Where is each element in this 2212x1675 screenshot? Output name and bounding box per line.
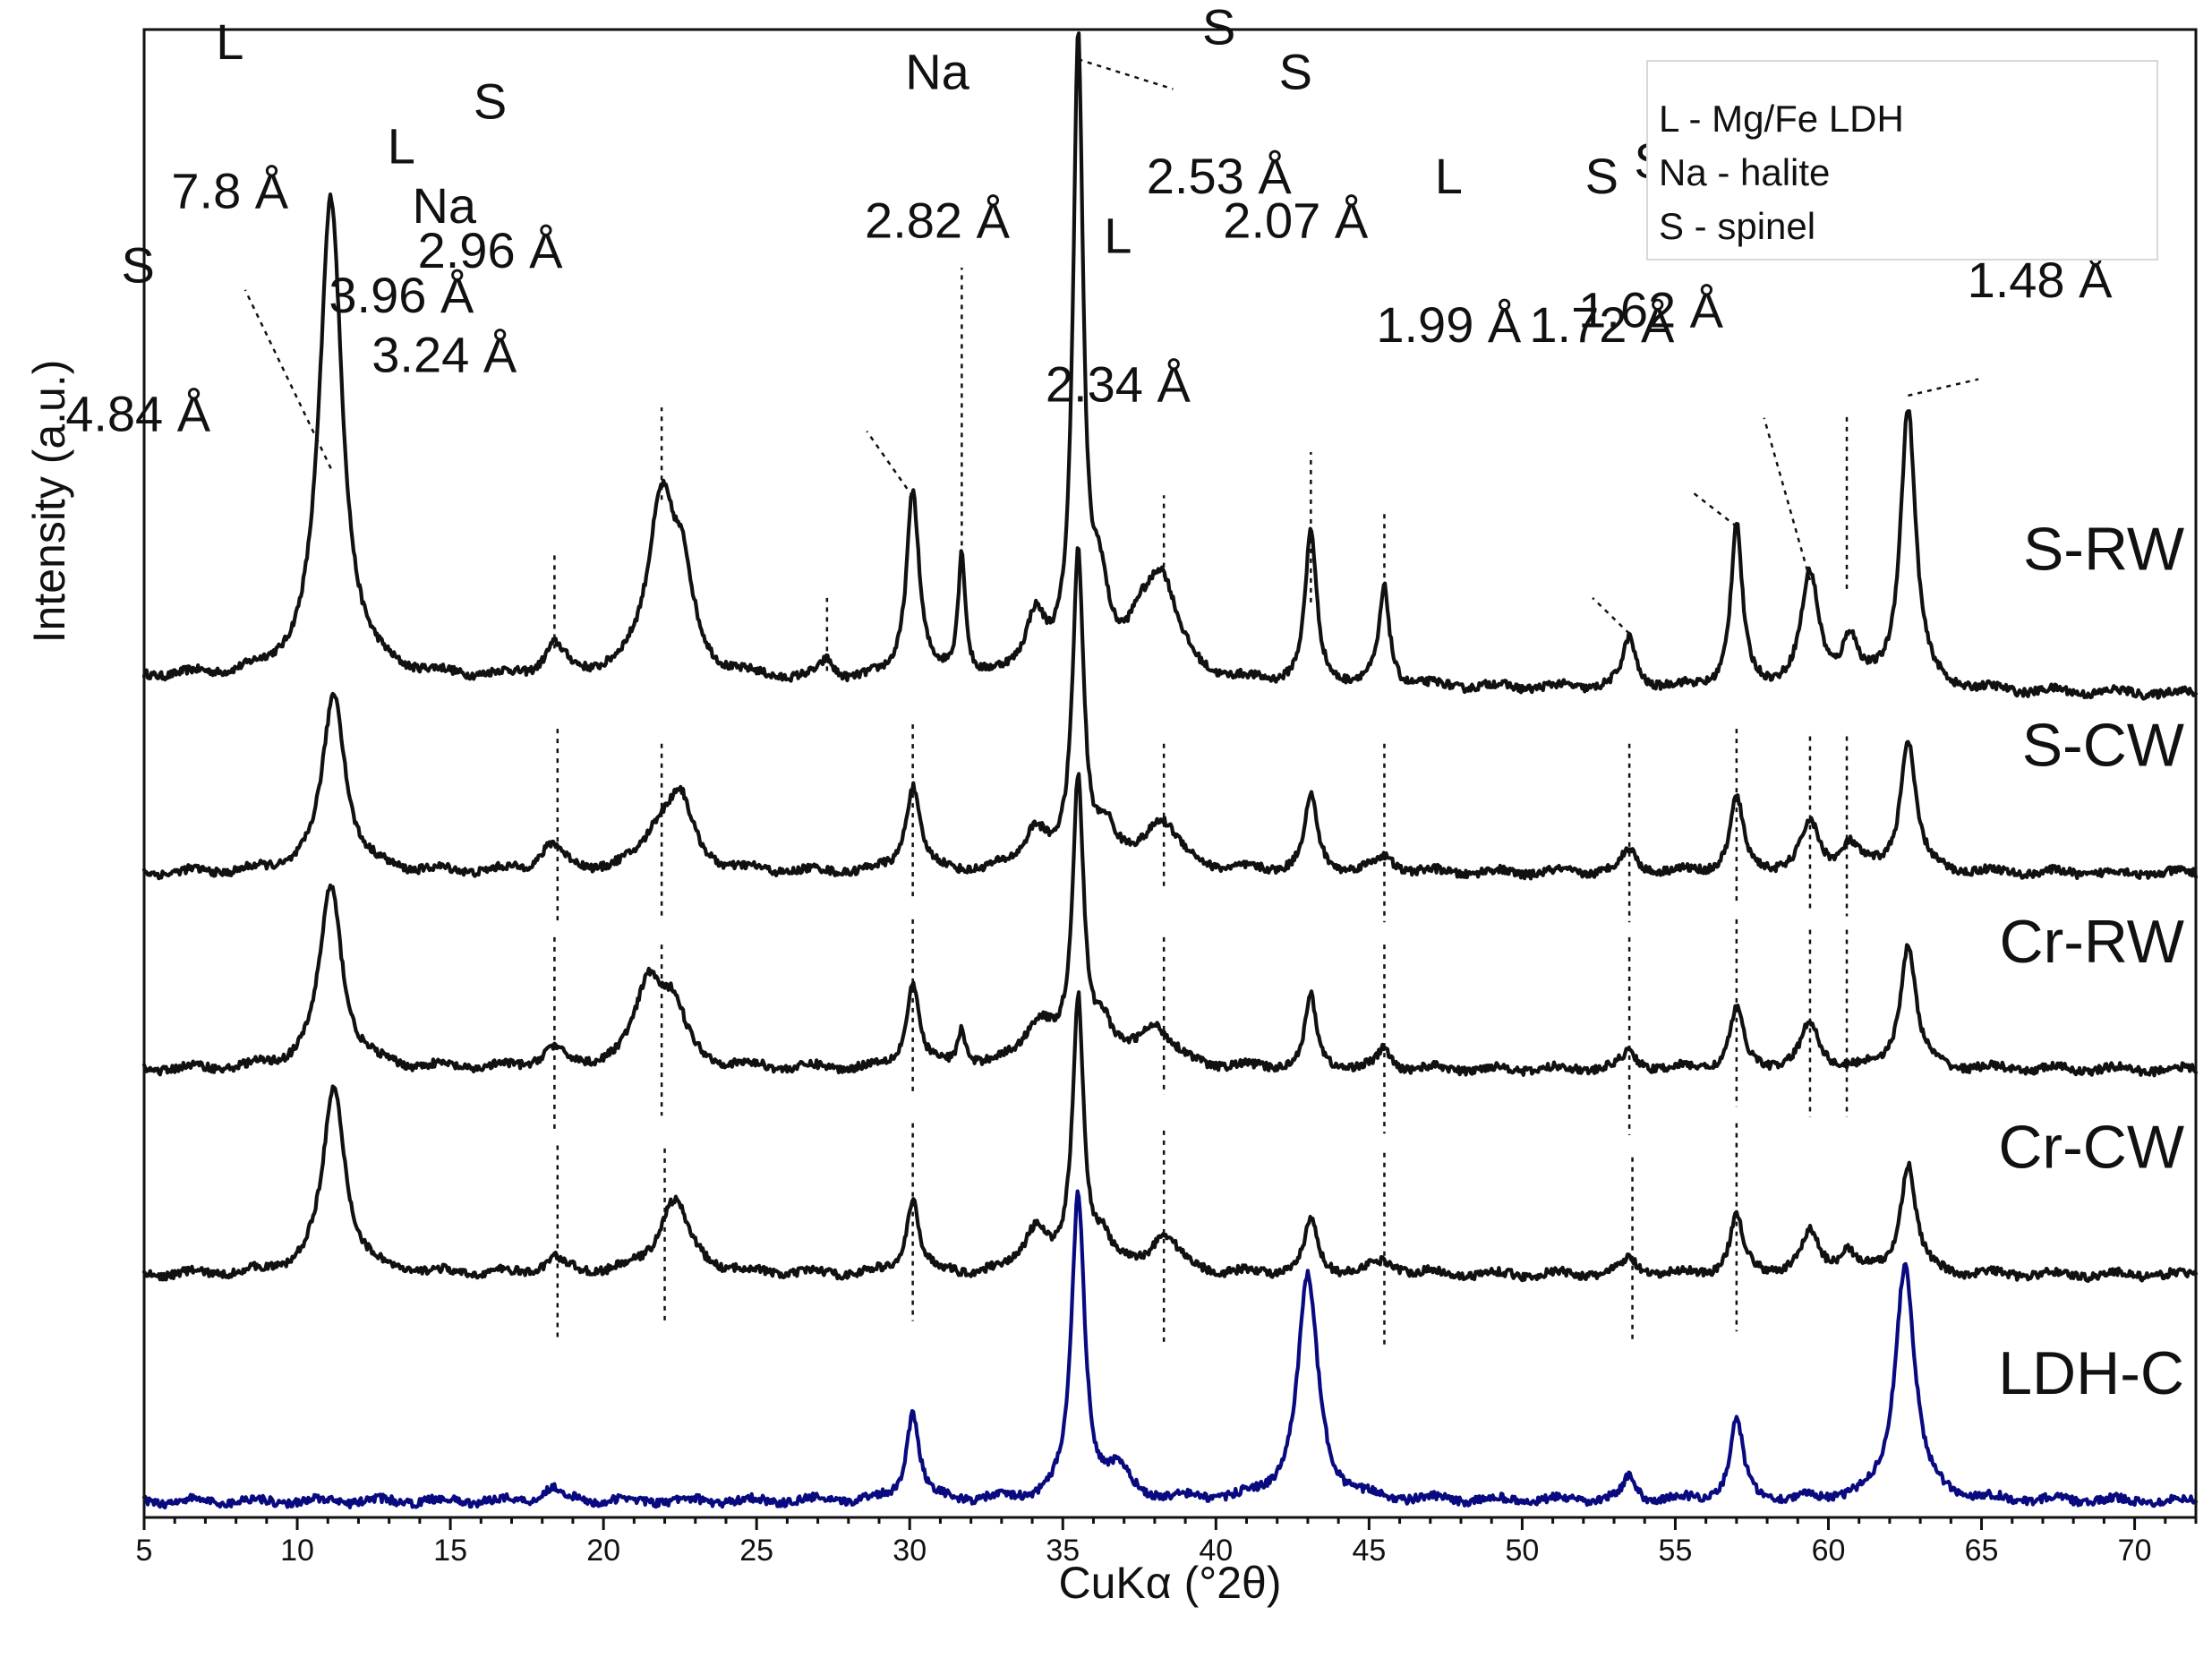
peak-phase-label: S — [1279, 43, 1312, 99]
x-tick-label: 60 — [1812, 1534, 1846, 1568]
peak-leader-line — [1592, 596, 1631, 635]
x-tick-label: 40 — [1199, 1534, 1233, 1568]
legend-entry-ldh: L - Mg/Fe LDH — [1659, 98, 1904, 140]
peak-annotation: Na 3.24 Å — [372, 177, 517, 382]
series-label-s-rw: S-RW — [2023, 515, 2184, 583]
peak-annotation: S 2.53 Å — [1147, 0, 1293, 204]
x-tick-label: 30 — [892, 1534, 927, 1568]
x-tick-label: 5 — [136, 1534, 153, 1568]
trace-s-rw — [141, 31, 2199, 701]
peak-d-spacing-label: 2.96 Å — [418, 222, 564, 278]
series-label-ldh-c: LDH-C — [1998, 1339, 2184, 1407]
peak-annotation: L 2.34 Å — [1046, 207, 1191, 412]
peak-d-spacing-label: 3.96 Å — [329, 267, 474, 323]
trace-s-cw — [141, 546, 2199, 881]
peak-leader-line — [1689, 490, 1738, 528]
trace-ldh-c — [141, 1189, 2199, 1510]
peak-d-spacing-label: 1.72 Å — [1529, 296, 1675, 353]
peak-phase-label: L — [1435, 148, 1463, 204]
peak-d-spacing-label: 3.24 Å — [372, 326, 517, 382]
diffraction-traces — [141, 31, 2199, 1510]
peak-d-spacing-label: 2.07 Å — [1223, 192, 1369, 249]
peak-leader-line — [1908, 378, 1979, 397]
peak-phase-label: L — [216, 13, 243, 70]
x-tick-label: 55 — [1659, 1534, 1693, 1568]
peak-annotation: S 2.07 Å — [1223, 43, 1369, 248]
peak-annotation: S 4.84 Å — [65, 237, 211, 442]
x-tick-label: 15 — [433, 1534, 467, 1568]
peak-annotation: L 3.96 Å — [329, 118, 474, 323]
x-tick-label: 70 — [2118, 1534, 2152, 1568]
peak-d-spacing-label: 4.84 Å — [65, 386, 211, 442]
peak-phase-label: S — [121, 237, 154, 294]
y-axis-title: Intensity (a.u.) — [24, 360, 74, 644]
x-tick-label: 35 — [1046, 1534, 1080, 1568]
x-tick-label: 25 — [739, 1534, 773, 1568]
trace-cr-cw — [141, 990, 2199, 1283]
series-label-cr-cw: Cr-CW — [1998, 1113, 2184, 1181]
x-tick-label: 20 — [586, 1534, 620, 1568]
x-axis-title: CuKα (°2θ) — [1059, 1558, 1282, 1608]
x-tick-label: 45 — [1352, 1534, 1386, 1568]
peak-leader-line — [866, 431, 914, 498]
series-label-cr-rw: Cr-RW — [2000, 908, 2184, 976]
x-tick-label: 65 — [1965, 1534, 1999, 1568]
peak-phase-label: S — [474, 73, 507, 130]
peak-d-spacing-label: 1.99 Å — [1376, 296, 1522, 353]
peak-leader-line — [1077, 58, 1174, 90]
x-tick-label: 50 — [1505, 1534, 1539, 1568]
peak-d-spacing-label: 7.8 Å — [171, 162, 288, 218]
dotted-peak-guides — [243, 58, 1979, 1346]
peak-phase-label: L — [1104, 207, 1132, 263]
legend: L - Mg/Fe LDH Na - halite S - spinel — [1646, 60, 2158, 261]
x-tick-label: 10 — [280, 1534, 314, 1568]
plot-frame — [142, 28, 2198, 1519]
peak-phase-label: L — [388, 118, 415, 175]
x-axis: 5 10 15 20 25 30 35 40 45 50 55 60 65 70 — [136, 1517, 2198, 1568]
peak-annotation: L 7.8 Å — [171, 13, 288, 218]
peak-phase-label: S — [1585, 148, 1618, 204]
series-labels: S-RW S-CW Cr-RW Cr-CW LDH-C — [1998, 515, 2184, 1407]
peak-d-spacing-label: 1.48 Å — [1968, 252, 2114, 308]
series-label-s-cw: S-CW — [2022, 712, 2184, 780]
trace-cr-rw — [141, 772, 2199, 1078]
legend-entry-spinel: S - spinel — [1659, 205, 1815, 247]
peak-d-spacing-label: 2.34 Å — [1046, 356, 1191, 413]
peak-d-spacing-label: 2.82 Å — [865, 192, 1011, 249]
peak-d-spacing-label: 1.62 Å — [1578, 281, 1724, 338]
peak-annotation: S 2.96 Å — [418, 73, 564, 278]
legend-entry-halite: Na - halite — [1659, 151, 1830, 193]
peak-annotation: L 1.99 Å — [1376, 148, 1522, 353]
peak-annotation: S 1.72 Å — [1529, 148, 1675, 353]
peak-phase-label: Na — [905, 43, 969, 99]
peak-phase-label: S — [1202, 0, 1235, 56]
peak-d-spacing-label: 2.53 Å — [1147, 148, 1293, 204]
peak-annotation: Na 2.82 Å — [865, 43, 1011, 248]
legend-box — [1646, 60, 2158, 261]
peak-leader-line — [1763, 417, 1812, 581]
peak-phase-label: Na — [412, 177, 476, 234]
